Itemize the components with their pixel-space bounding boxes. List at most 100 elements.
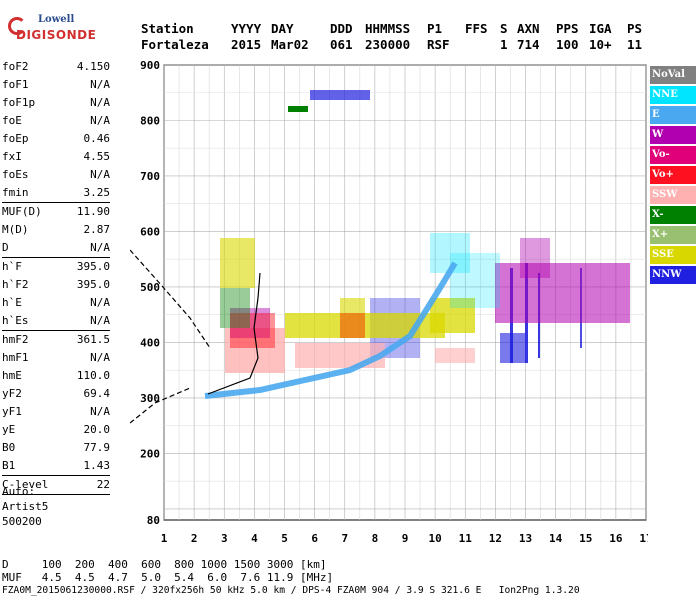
param-value: 22 [96,478,110,491]
param-value: 1.43 [83,459,111,472]
logo-brand-top: Lowell [38,14,75,25]
x-tick-label: 6 [311,532,318,545]
footer-muf-row: MUF 4.5 4.5 4.7 5.0 5.4 6.0 7.6 11.9 [MH… [2,571,334,584]
param-value: 395.0 [76,278,110,291]
profile-extrapolation [130,387,191,424]
param-label: hmE [2,369,22,382]
y-tick-label: 400 [140,336,160,349]
param-label: hmF2 [2,333,29,346]
param-value: N/A [90,96,110,109]
param-label: h`Es [2,314,29,327]
legend-item-vo-plus: Vo+ [650,166,696,184]
x-tick-label: 5 [281,532,288,545]
param-row: foE N/A [2,112,110,130]
param-value: 0.46 [83,132,111,145]
param-value: N/A [90,405,110,418]
header-value-p1: RSF [427,37,450,52]
x-tick-label: 16 [609,532,623,545]
header-value-axn: 714 [517,37,540,52]
legend-item-ssw: SSW [650,186,696,204]
param-row: hmF1 N/A [2,349,110,367]
param-row: hmE 110.0 [2,367,110,385]
header-label-iga: IGA [589,21,612,36]
param-value: 77.9 [83,441,111,454]
param-value: 3.25 [83,186,111,199]
legend-item-x-plus: X+ [650,226,696,244]
x-tick-label: 12 [489,532,502,545]
header-value-pps: 100 [556,37,579,52]
param-value: 20.0 [83,423,111,436]
header-value-iga: 10+ [589,37,612,52]
x-tick-label: 3 [221,532,228,545]
param-row: B0 77.9 [2,439,110,457]
param-divider [2,257,110,258]
param-row: h`Es N/A [2,312,110,330]
logo-brand-bottom: DIGISONDE [16,28,97,42]
header-value-s: 1 [500,37,508,52]
param-label: fmin [2,186,29,199]
param-row: C-level 22 [2,476,110,494]
param-row: foF1p N/A [2,94,110,112]
param-value: 4.150 [76,60,110,73]
footer-distance-row: D 100 200 400 600 800 1000 1500 3000 [km… [2,558,327,571]
autoscaling-info: Auto: Artist5 500200 [2,484,48,529]
x-tick-label: 13 [519,532,532,545]
header-label-axn: AXN [517,21,540,36]
param-divider [2,494,110,495]
profile-topside [130,249,211,349]
polarization-legend: NoVal NNE E W Vo- Vo+ SSW X- X+ SSE NNW [650,66,696,286]
param-label: B1 [2,459,16,472]
param-label: C-level [2,478,49,491]
x-tick-label: 15 [579,532,592,545]
header-label-day: DAY [271,21,294,36]
header-value-ddd: 061 [330,37,353,52]
legend-item-x-minus: X- [650,206,696,224]
param-label: yF2 [2,387,22,400]
param-label: foE [2,114,22,127]
param-label: foF1p [2,96,36,109]
y-tick-label: 900 [140,59,160,72]
legend-item-sse: SSE [650,246,696,264]
header-value-yyyy: 2015 [231,37,262,52]
auto-line-2: Artist5 [2,500,49,513]
param-value: 11.90 [76,205,110,218]
legend-item-vo-minus: Vo- [650,146,696,164]
electron-density-profile [207,272,261,395]
param-row: foEp 0.46 [2,130,110,148]
param-row: h`F 395.0 [2,258,110,276]
param-value: N/A [90,296,110,309]
x-tick-label: 10 [429,532,442,545]
logo-mark-icon [8,17,26,35]
param-label: M(D) [2,223,29,236]
param-label: yF1 [2,405,22,418]
x-tick-label: 11 [459,532,473,545]
y-tick-label: 700 [140,170,160,183]
x-tick-label: 2 [191,532,198,545]
param-row: yF1 N/A [2,403,110,421]
legend-item-nne: NNE [650,86,696,104]
header-value-station: Fortaleza [141,37,209,52]
legend-item-e: E [650,106,696,124]
y-tick-label: 600 [140,225,160,238]
echo-cluster-sse [220,238,475,338]
y-tick-label: 80 [147,514,160,527]
header-value-day: Mar02 [271,37,309,52]
header-label-ddd: DDD [330,21,353,36]
param-row: fmin 3.25 [2,184,110,202]
auto-line-3: 500200 [2,515,42,528]
y-tick-label: 300 [140,392,160,405]
echo-trace-e [204,261,458,399]
param-row: yE 20.0 [2,421,110,439]
header-value-hhmmss: 230000 [365,37,411,52]
param-value: N/A [90,241,110,254]
legend-item-noval: NoVal [650,66,696,84]
param-value: N/A [90,114,110,127]
param-row: h`F2 395.0 [2,276,110,294]
param-value: N/A [90,351,110,364]
header-label-yyyy: YYYY [231,21,262,36]
param-value: N/A [90,314,110,327]
param-value: 69.4 [83,387,111,400]
param-row: hmF2 361.5 [2,331,110,349]
scaled-parameters-panel: foF2 4.150 foF1 N/A foF1p N/A foE N/A foEp 0.… [2,58,110,495]
